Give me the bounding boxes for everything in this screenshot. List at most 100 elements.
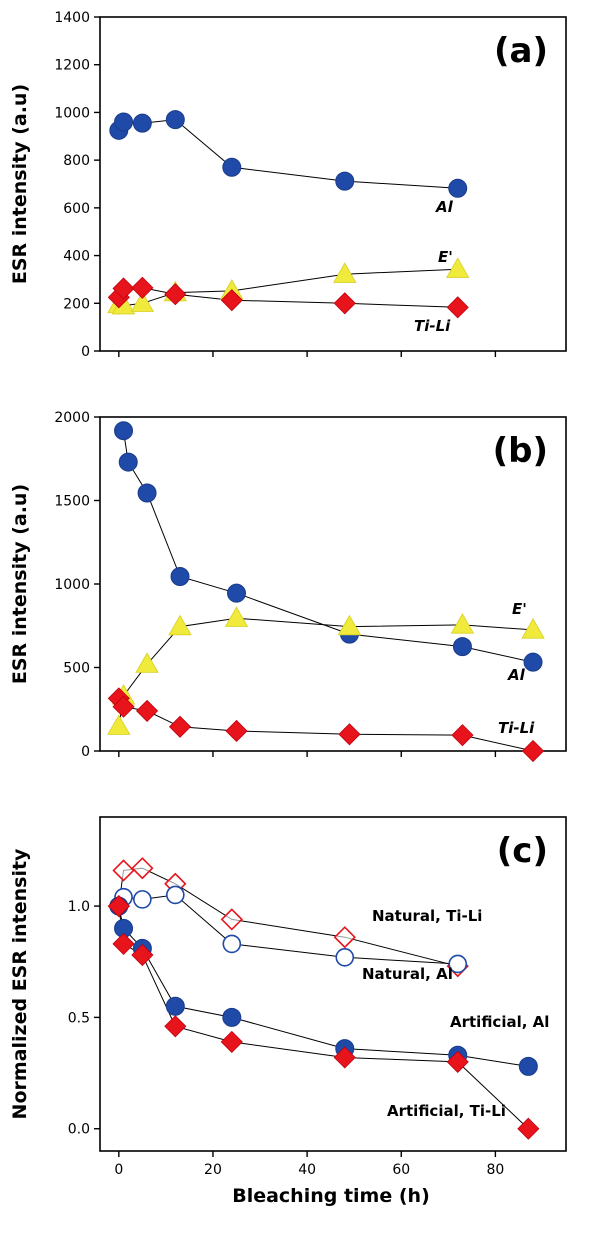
panel-2-y-tick-label: 1000 — [54, 577, 90, 593]
panel-1-point-ti-li — [333, 292, 356, 315]
panel-1-y-tick-label: 400 — [63, 249, 90, 265]
panel-1-point-ti-li — [112, 277, 135, 300]
panel-c-label: (c) — [497, 831, 548, 871]
panel-3-point-natural-al — [133, 890, 152, 909]
panel-2-point-e — [521, 618, 545, 639]
panel-3-point-artificial-al — [518, 1056, 538, 1076]
panel-1-y-tick-label: 0 — [81, 344, 90, 360]
panel-2-point-al — [452, 637, 472, 657]
panel-c-y-axis-label: Normalized ESR intensity — [9, 848, 31, 1119]
panel-1-y-tick-label: 200 — [63, 296, 90, 312]
panel-1-y-tick-label: 1200 — [54, 58, 90, 74]
panel-2-y-tick-label: 0 — [81, 744, 90, 760]
panel-a-annotation-e-prime: E' — [438, 248, 453, 266]
x-axis-label: Bleaching time (h) — [232, 1185, 430, 1207]
panel-c-y-ticks: 0.0 0.5 1.0 — [68, 899, 100, 1138]
panel-3-point-artificial-ti-li — [446, 1050, 469, 1073]
panel-1-point-al — [132, 113, 152, 133]
panel-2-point-al — [137, 483, 157, 503]
panel-3-x-tick-label: 80 — [486, 1162, 504, 1178]
panel-3-point-artificial-ti-li — [164, 1015, 187, 1038]
panel-a-annotation-ti-li: Ti-Li — [414, 317, 451, 335]
panel-3-point-artificial-ti-li — [220, 1030, 243, 1053]
panel-3-y-tick-label: 0.0 — [68, 1122, 90, 1138]
panel-b-series — [107, 421, 545, 763]
panel-a-y-axis-label: ESR intensity (a.u) — [9, 84, 31, 284]
panel-2-series-line-e — [118, 617, 534, 727]
panel-a-series — [107, 110, 470, 319]
panel-3-point-artificial-al — [165, 996, 185, 1016]
panel-1-point-ti-li — [446, 296, 469, 319]
panel-b-annotation-e-prime: E' — [512, 600, 527, 618]
panel-a-frame — [99, 16, 567, 352]
panel-1-point-e — [446, 257, 470, 278]
panel-c-annotation-artificial-ti-li: Artificial, Ti-Li — [387, 1102, 506, 1120]
panel-3-point-natural-al — [222, 934, 242, 954]
panel-c: (c) Normalized ESR intensity 0.0 0.5 1.0 0… — [9, 816, 567, 1207]
panel-1-point-al — [222, 157, 242, 177]
panel-1-point-al — [114, 112, 134, 132]
panel-a: (a) ESR intensity (a.u) 0 200 400 600 800 100… — [9, 10, 567, 360]
panel-b-annotation-ti-li: Ti-Li — [498, 719, 535, 737]
panel-1-point-al — [448, 178, 468, 198]
panel-b-y-ticks: 0 500 1000 1500 2000 — [54, 410, 100, 760]
panel-a-x-ticks — [118, 351, 497, 357]
panel-3-point-natural-al — [448, 954, 468, 974]
panel-2-point-al — [227, 583, 247, 603]
panel-3-x-tick-label: 60 — [392, 1162, 410, 1178]
panel-c-annotation-natural-al: Natural, Al — [362, 965, 453, 983]
panel-2-point-ti-li — [225, 719, 248, 743]
panel-3-point-natural-ti-li — [112, 859, 135, 882]
panel-b-annotation-al: Al — [507, 666, 526, 684]
panel-1-y-tick-label: 1000 — [54, 105, 90, 121]
panel-3-y-tick-label: 0.5 — [68, 1010, 90, 1026]
panel-3-y-tick-label: 1.0 — [68, 899, 90, 915]
panel-3-x-tick-label: 0 — [114, 1162, 123, 1178]
panel-3-point-artificial-ti-li — [333, 1046, 356, 1069]
panel-1-point-ti-li — [220, 289, 243, 312]
panel-a-label: (a) — [494, 31, 548, 71]
panel-2-point-ti-li — [112, 695, 135, 718]
panel-1-point-e — [333, 262, 357, 283]
panel-a-y-ticks: 0 200 400 600 800 1000 1200 1400 — [54, 10, 100, 360]
panel-2-point-e — [135, 652, 159, 673]
panel-3-point-artificial-ti-li — [112, 932, 135, 955]
panel-3-point-natural-al — [166, 885, 185, 905]
panel-3-point-natural-ti-li — [220, 908, 243, 931]
panel-c-frame — [99, 816, 567, 1152]
panel-3-point-natural-ti-li — [131, 857, 154, 880]
panel-2-point-e — [168, 614, 192, 636]
panel-3-point-artificial-ti-li — [131, 943, 154, 967]
panel-1-y-tick-label: 600 — [63, 201, 90, 217]
panel-1-point-e — [130, 291, 155, 312]
panel-3-point-artificial-ti-li — [517, 1117, 540, 1140]
panel-2-point-al — [170, 566, 190, 586]
panel-c-annotation-artificial-al: Artificial, Al — [450, 1013, 549, 1031]
panel-2-point-al — [114, 421, 134, 441]
panel-2-point-e — [107, 714, 131, 735]
panel-3-series-line-artificial-al — [118, 905, 529, 1067]
panel-1-series-line-al — [118, 119, 458, 189]
panel-a-annotation-al: Al — [435, 198, 454, 216]
panel-1-y-tick-label: 800 — [63, 153, 90, 169]
panel-2-point-ti-li — [451, 724, 474, 747]
panel-2-point-al — [118, 452, 138, 472]
panel-2-point-ti-li — [136, 699, 159, 722]
panel-c-series — [107, 857, 540, 1140]
panel-3-point-artificial-ti-li — [107, 895, 130, 918]
panel-3-x-tick-label: 40 — [298, 1162, 316, 1178]
panel-2-point-ti-li — [521, 739, 545, 763]
panel-1-point-ti-li — [164, 283, 187, 306]
panel-2-y-tick-label: 1500 — [54, 494, 90, 510]
panel-1-point-al — [165, 110, 185, 130]
panel-3-point-natural-al — [335, 947, 355, 967]
panel-2-point-ti-li — [168, 715, 192, 738]
panel-b: (b) ESR intensity (a.u) 0 500 1000 1500 2000… — [9, 410, 567, 763]
panel-b-label: (b) — [493, 431, 548, 471]
panel-b-x-ticks — [118, 751, 497, 757]
panel-1-point-al — [335, 171, 355, 191]
panel-2-point-ti-li — [338, 723, 361, 746]
panel-2-y-tick-label: 2000 — [54, 410, 90, 426]
panel-2-point-e — [337, 614, 362, 636]
